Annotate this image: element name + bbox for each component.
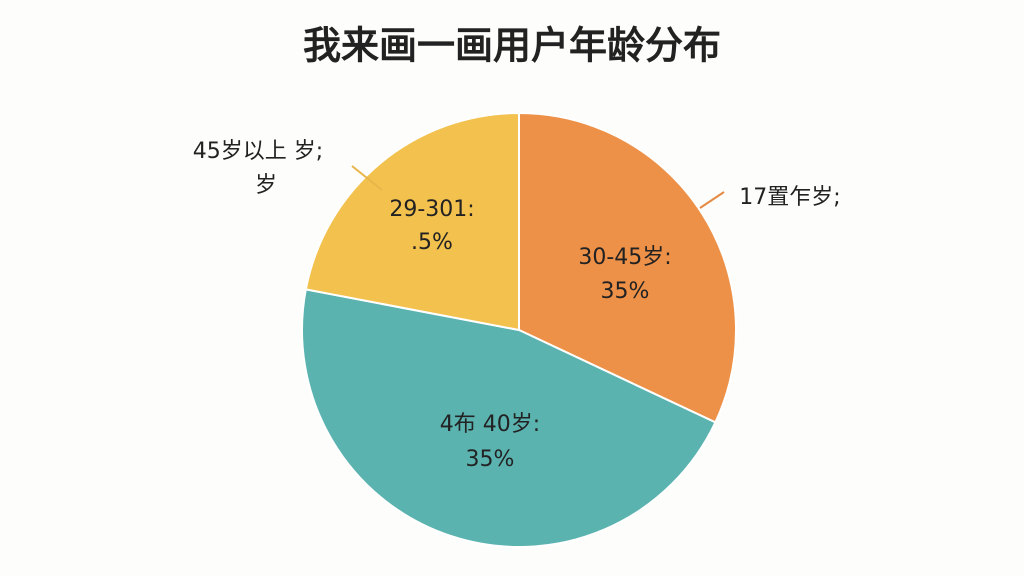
pie-slice (518, 111, 737, 424)
chart-title: 我来画一画用户年龄分布 (303, 24, 721, 68)
slice-label: 30-45岁: (578, 245, 671, 270)
slice-label: 4布 40岁: (440, 412, 540, 437)
slice-value-label: 35% (601, 279, 650, 304)
slice-label: 29-301: (389, 197, 474, 222)
leader-line (351, 165, 383, 191)
outside-label: 岁 (255, 173, 277, 198)
slice-value-label: 35% (466, 447, 515, 472)
leader-line (699, 191, 725, 209)
pie-slice (301, 288, 717, 548)
slices (301, 111, 737, 548)
outside-label: 17置乍岁; (739, 185, 840, 210)
pie-slice (304, 111, 520, 332)
slice-value-label: .5% (411, 230, 453, 255)
outside-label: 45岁以上 岁; (193, 139, 323, 164)
